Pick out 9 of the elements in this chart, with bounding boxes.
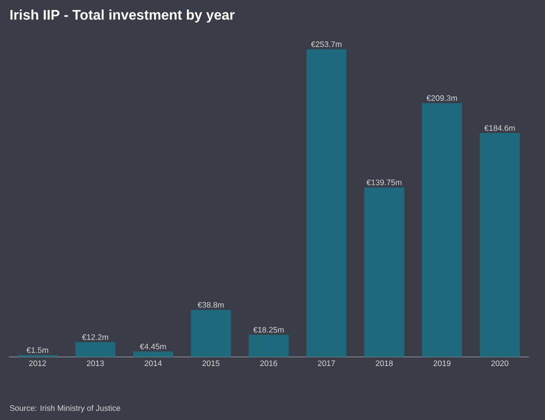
chart-title: Irish IIP - Total investment by year xyxy=(10,10,235,23)
bar xyxy=(306,49,346,357)
bar xyxy=(422,103,462,357)
bar xyxy=(364,187,404,357)
bar xyxy=(480,133,520,357)
bar xyxy=(190,310,231,357)
bar xyxy=(248,334,289,357)
bar xyxy=(133,352,174,357)
bar xyxy=(75,342,116,357)
